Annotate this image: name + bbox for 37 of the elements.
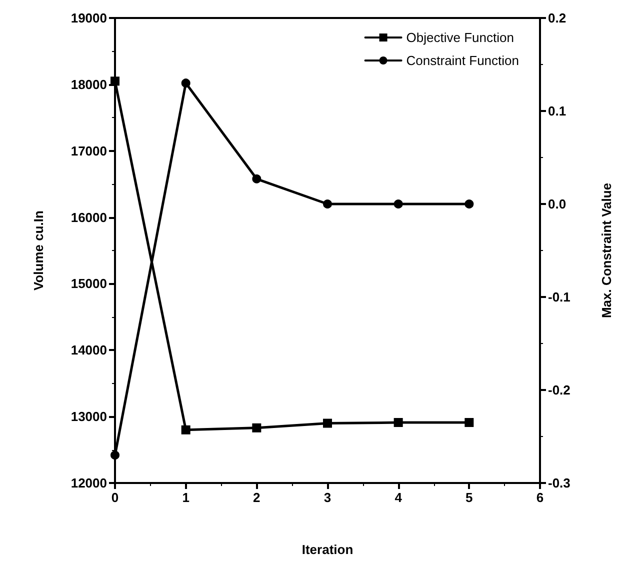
x-tick-label: 0: [111, 490, 119, 505]
point: [394, 200, 403, 208]
y-tick-label: 16000: [70, 210, 107, 225]
y-tick-label: 14000: [70, 342, 107, 358]
legend-label: Objective Function: [406, 30, 514, 45]
point: [323, 418, 332, 428]
x-tick-label: 6: [536, 490, 544, 505]
point: [181, 425, 190, 434]
y-tick-label: 12000: [70, 476, 107, 490]
y2-tick-label: -0.2: [548, 382, 570, 398]
y2-tick-label: -0.3: [548, 476, 570, 490]
x-axis-title: Iteration: [302, 542, 354, 557]
x-tick-label: 4: [394, 490, 403, 505]
point: [252, 174, 262, 184]
y2-tick-label: -0.1: [548, 290, 570, 304]
y-tick-label: 15000: [70, 276, 107, 292]
point: [464, 418, 474, 428]
y-tick-label: 18000: [70, 76, 107, 92]
point: [323, 200, 332, 208]
y2-tick-label: 0.0: [548, 196, 566, 212]
x-tick-label: 3: [324, 490, 332, 505]
y2-tick-label: 0.1: [548, 104, 566, 118]
legend-label: Constraint Function: [406, 53, 520, 68]
y2-axis-title: Max. Constraint Value: [599, 182, 614, 318]
y-tick-label: 19000: [70, 10, 107, 26]
x-tick-label: 1: [182, 490, 190, 505]
point: [394, 418, 403, 428]
point: [181, 78, 190, 88]
x-tick-label: 5: [466, 490, 473, 505]
y-tick-label: 17000: [70, 143, 107, 158]
x-tick-label: 2: [253, 490, 260, 505]
y2-tick-label: 0.2: [548, 10, 566, 26]
point: [110, 450, 120, 460]
y-axis-title: Volume cu.In: [31, 210, 46, 290]
y-tick-label: 13000: [70, 409, 107, 424]
point: [252, 423, 262, 432]
point: [464, 200, 474, 208]
